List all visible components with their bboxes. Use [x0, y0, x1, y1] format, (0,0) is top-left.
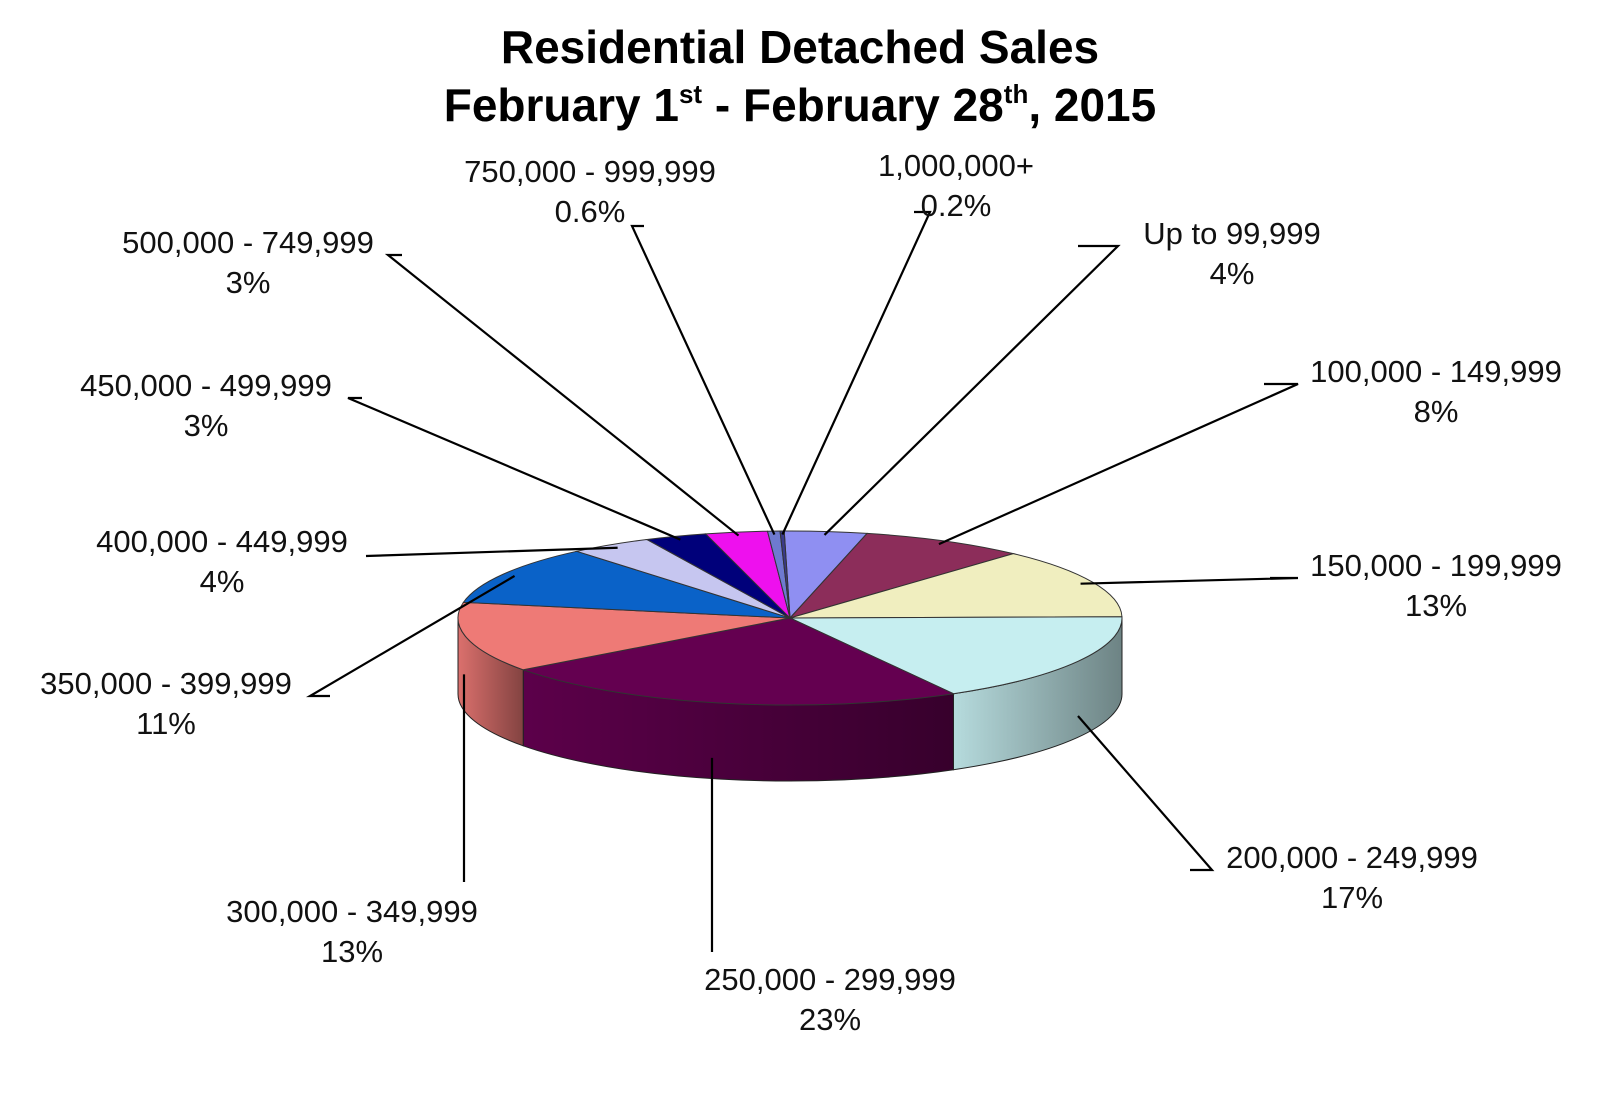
leader-lines	[305, 210, 1299, 952]
title-year: , 2015	[1028, 79, 1157, 131]
slice-percent-500-000-749-999: 3%	[226, 265, 271, 300]
slice-percent-450-000-499-999: 3%	[184, 408, 229, 443]
title-sup-st: st	[678, 79, 703, 109]
leader-line-up-to-99-999	[823, 244, 1121, 536]
title-sup-th: th	[1003, 79, 1029, 109]
slice-percent-250-000-299-999: 23%	[799, 1002, 861, 1037]
slice-label-100-000-149-999: 100,000 - 149,999	[1310, 354, 1562, 389]
slice-label-1-000-000: 1,000,000+	[878, 148, 1034, 183]
leader-line-500-000-749-999	[384, 253, 740, 537]
slice-label-150-000-199-999: 150,000 - 199,999	[1310, 548, 1562, 583]
leader-line-200-000-249-999	[1077, 715, 1215, 872]
slice-label-350-000-399-999: 350,000 - 399,999	[40, 666, 292, 701]
slice-percent-300-000-349-999: 13%	[321, 934, 383, 969]
pie-slice-200-000-249-999	[789, 616, 1123, 695]
slice-percent-up-to-99-999: 4%	[1210, 256, 1255, 291]
slice-label-400-000-449-999: 400,000 - 449,999	[96, 524, 348, 559]
slice-percent-400-000-449-999: 4%	[200, 564, 245, 599]
slice-label-500-000-749-999: 500,000 - 749,999	[122, 225, 374, 260]
chart-title-line2: February 1st - February 28th, 2015	[0, 76, 1600, 134]
title-date-start: February 1	[443, 79, 679, 131]
slice-label-200-000-249-999: 200,000 - 249,999	[1226, 840, 1478, 875]
slice-label-300-000-349-999: 300,000 - 349,999	[226, 894, 478, 929]
leader-line-1-000-000	[781, 210, 932, 535]
slice-labels: Up to 99,999 4% 100,000 - 149,999 8% 150,000…	[40, 148, 1562, 1037]
chart-title: Residential Detached Sales February 1st …	[0, 18, 1600, 134]
leader-line-750-000-999-999	[630, 224, 776, 536]
leader-line-450-000-499-999	[347, 396, 681, 541]
slice-label-250-000-299-999: 250,000 - 299,999	[704, 962, 956, 997]
title-date-end: - February 28	[702, 79, 1004, 131]
slice-percent-200-000-249-999: 17%	[1321, 880, 1383, 915]
slice-label-450-000-499-999: 450,000 - 499,999	[80, 368, 332, 403]
pie-sides	[457, 617, 1123, 782]
slice-label-up-to-99-999: Up to 99,999	[1143, 216, 1321, 251]
pie-slice-350-000-399-999	[462, 550, 791, 619]
leader-line-100-000-149-999	[938, 382, 1299, 546]
slice-percent-1-000-000: 0.2%	[921, 188, 992, 223]
pie-top	[457, 530, 1123, 706]
slice-percent-100-000-149-999: 8%	[1414, 394, 1459, 429]
leader-line-150-000-199-999	[1080, 576, 1299, 585]
slice-percent-750-000-999-999: 0.6%	[555, 194, 626, 229]
slice-percent-150-000-199-999: 13%	[1405, 588, 1467, 623]
pie-slice-150-000-199-999	[789, 553, 1123, 619]
slice-label-750-000-999-999: 750,000 - 999,999	[464, 154, 716, 189]
slice-percent-350-000-399-999: 11%	[136, 706, 196, 741]
chart-title-line1: Residential Detached Sales	[500, 21, 1100, 73]
leader-line-400-000-449-999	[365, 546, 618, 558]
leader-line-350-000-399-999	[305, 575, 516, 698]
pie-slice-250-000-299-999	[521, 617, 956, 706]
